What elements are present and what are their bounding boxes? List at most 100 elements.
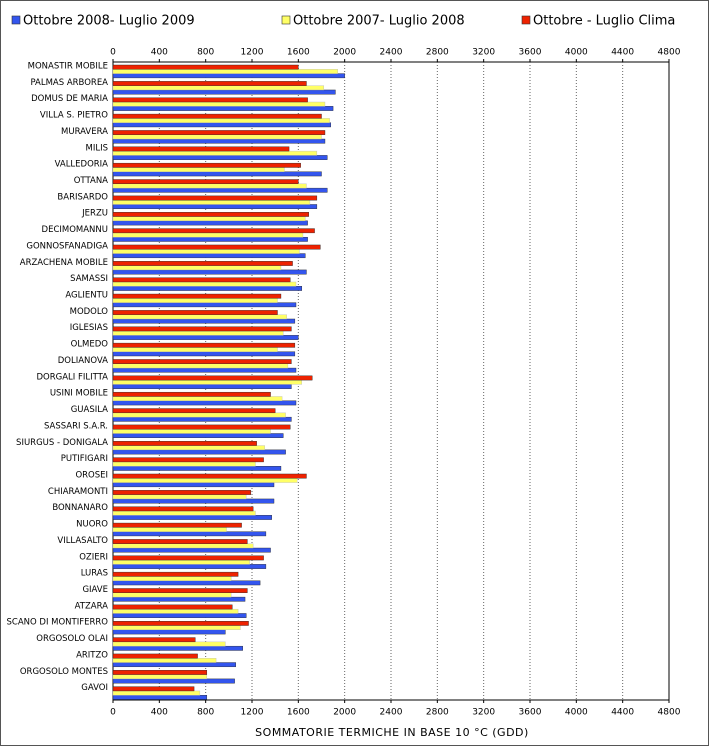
bar xyxy=(112,658,217,663)
legend-label: Ottobre 2008- Luglio 2009 xyxy=(23,14,195,29)
bar xyxy=(112,330,284,336)
bar xyxy=(112,375,313,381)
bar xyxy=(112,318,296,324)
bar xyxy=(112,195,318,201)
bar xyxy=(112,543,254,549)
legend-swatch xyxy=(521,15,531,25)
x-tick-label: 4000 xyxy=(565,708,588,718)
bar xyxy=(112,150,318,156)
bar xyxy=(112,645,243,651)
bar xyxy=(112,571,239,577)
y-tick-label: GIAVE xyxy=(82,585,108,595)
bar xyxy=(112,522,242,528)
bar xyxy=(112,384,292,389)
bar xyxy=(112,506,254,512)
x-tick-label: 2400 xyxy=(380,48,403,58)
bar xyxy=(112,351,296,357)
bar xyxy=(112,204,318,209)
x-tick-label: 3600 xyxy=(519,48,542,58)
x-tick-label: 4400 xyxy=(611,708,634,718)
bar xyxy=(112,118,330,123)
bar xyxy=(112,531,267,537)
bar xyxy=(112,342,296,348)
bar xyxy=(112,134,322,140)
bar xyxy=(112,482,275,488)
bar xyxy=(112,162,301,168)
bar xyxy=(112,232,304,238)
x-tick-label: 800 xyxy=(197,48,214,58)
bar xyxy=(112,604,233,610)
bar xyxy=(112,547,271,553)
y-tick-label: ATZARA xyxy=(75,601,109,611)
bar xyxy=(112,466,282,471)
x-tick-label: 3200 xyxy=(472,708,495,718)
y-tick-label: LURAS xyxy=(81,569,108,579)
bar xyxy=(112,625,241,631)
bar xyxy=(112,269,307,275)
bar xyxy=(112,653,198,659)
bar xyxy=(112,539,248,544)
x-tick-label: 4800 xyxy=(658,708,681,718)
bar xyxy=(112,113,322,119)
bar xyxy=(112,641,226,647)
bar xyxy=(112,122,331,128)
bar xyxy=(112,212,309,217)
y-tick-label: PALMAS ARBOREA xyxy=(30,78,108,88)
bar xyxy=(112,85,325,91)
y-tick-label: DOLIANOVA xyxy=(58,356,108,366)
bar xyxy=(112,363,289,369)
bar xyxy=(112,286,303,291)
x-tick-label: 2800 xyxy=(426,708,449,718)
y-tick-label: OROSEI xyxy=(75,470,108,480)
bar xyxy=(112,428,271,434)
bar xyxy=(112,457,264,463)
x-tick-label: 2000 xyxy=(333,708,356,718)
legend-swatch xyxy=(11,15,21,25)
bar xyxy=(112,183,307,189)
bar xyxy=(112,249,300,254)
y-tick-label: ORGOSOLO OLAI xyxy=(36,634,108,644)
x-tick-label: 400 xyxy=(151,708,168,718)
x-tick-label: 400 xyxy=(151,48,168,58)
y-tick-label: SAMASSI xyxy=(70,274,108,284)
bar xyxy=(112,253,306,259)
bar xyxy=(112,424,291,430)
x-tick-label: 1600 xyxy=(287,708,310,718)
bar xyxy=(112,613,247,618)
bar xyxy=(112,473,307,479)
bar xyxy=(112,261,293,266)
bar xyxy=(112,515,272,520)
y-tick-label: ARZACHENA MOBILE xyxy=(20,258,108,268)
bar xyxy=(112,228,315,234)
x-tick-label: 2400 xyxy=(380,708,403,718)
bar xyxy=(112,171,322,177)
bar xyxy=(112,179,299,185)
legend-swatch xyxy=(281,15,291,25)
bar xyxy=(112,236,308,242)
bar xyxy=(112,596,246,602)
bar xyxy=(112,433,284,438)
x-tick-label: 800 xyxy=(197,708,214,718)
bar xyxy=(112,298,278,303)
bar xyxy=(112,400,297,406)
y-tick-label: VALLEDORIA xyxy=(55,160,109,170)
bar xyxy=(112,662,236,668)
bar xyxy=(112,441,257,446)
y-tick-label: GONNOSFANADIGA xyxy=(26,241,108,251)
bar xyxy=(112,138,326,144)
bar xyxy=(112,146,290,152)
y-tick-label: DECIMOMANNU xyxy=(42,225,108,235)
y-tick-label: NUORO xyxy=(76,520,108,530)
y-tick-label: SCANO DI MONTIFERRO xyxy=(7,618,109,628)
bar xyxy=(112,367,297,373)
bar xyxy=(112,106,334,111)
bar xyxy=(112,89,336,95)
y-tick-label: DOMUS DE MARIA xyxy=(31,94,108,104)
bar xyxy=(112,64,299,70)
y-tick-label: MONASTIR MOBILE xyxy=(28,62,108,72)
y-tick-label: PUTIFIGARI xyxy=(61,454,108,464)
bar xyxy=(112,391,271,397)
y-tick-label: GAVOI xyxy=(81,683,108,693)
bar xyxy=(112,379,303,385)
